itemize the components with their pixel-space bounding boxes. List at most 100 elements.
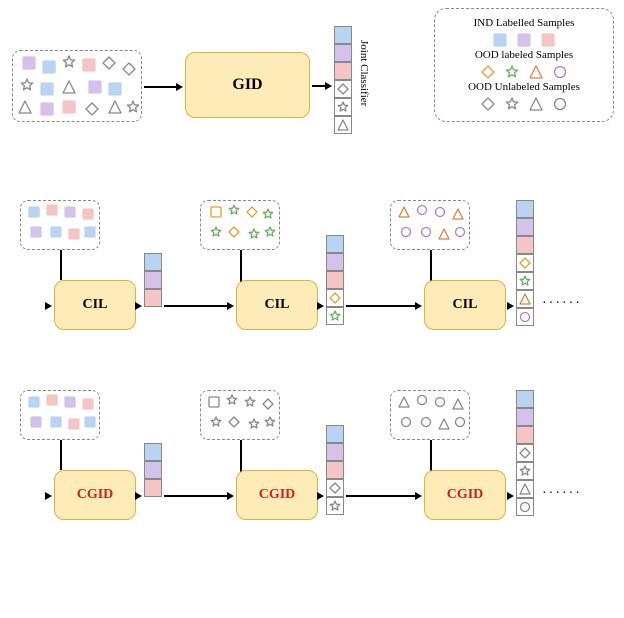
stack-cell — [334, 116, 352, 134]
arrow-head — [317, 302, 324, 310]
stack-cell — [516, 498, 534, 516]
sample-icon — [122, 62, 136, 76]
stack-cell — [516, 480, 534, 498]
stack-cell — [334, 26, 352, 44]
stack-cell — [144, 253, 162, 271]
stack-cell — [334, 98, 352, 116]
stack-cell — [144, 443, 162, 461]
stack-cell — [334, 44, 352, 62]
sample-icon — [50, 226, 62, 238]
sample-icon — [22, 56, 36, 70]
sample-icon — [84, 226, 96, 238]
arrow-head — [45, 302, 52, 310]
legend-icon — [529, 65, 543, 79]
sample-icon — [210, 206, 222, 218]
diagram-canvas: GIDJoint ClassifierIND Labelled SamplesO… — [0, 0, 624, 618]
sample-icon — [454, 416, 466, 428]
sample-icon — [50, 416, 62, 428]
arrow-head — [507, 492, 514, 500]
cgid-3: CGID — [424, 470, 506, 520]
stack-cell — [326, 271, 344, 289]
stack-cell — [144, 289, 162, 307]
sample-icon — [438, 228, 450, 240]
legend-title: IND Labelled Samples — [445, 17, 603, 29]
ellipsis: ······ — [542, 296, 582, 312]
stack-cell — [516, 444, 534, 462]
vline — [60, 250, 62, 280]
gid-box: GID — [185, 52, 310, 118]
arrow-head — [227, 492, 234, 500]
legend-row — [445, 97, 603, 111]
stack-cell — [516, 390, 534, 408]
sample-icon — [46, 204, 58, 216]
sample-icon — [46, 394, 58, 406]
arrow — [346, 495, 416, 497]
gid-classifier-stack — [334, 26, 352, 134]
sample-icon — [85, 102, 99, 116]
arrow-head — [317, 492, 324, 500]
sample-icon — [248, 418, 260, 430]
stack-cell — [326, 479, 344, 497]
sample-icon — [42, 60, 56, 74]
arrow-head — [507, 302, 514, 310]
arrow-head — [135, 302, 142, 310]
stack-cell — [516, 462, 534, 480]
arrow — [164, 305, 228, 307]
sample-icon — [264, 416, 276, 428]
cil-stack-2 — [326, 235, 344, 325]
sample-icon — [84, 416, 96, 428]
arrow-head — [45, 492, 52, 500]
arrow — [164, 495, 228, 497]
cil-2: CIL — [236, 280, 318, 330]
stack-cell — [326, 253, 344, 271]
stack-cell — [516, 236, 534, 254]
cgid-stack-1 — [144, 443, 162, 497]
sample-icon — [228, 204, 240, 216]
stack-cell — [144, 271, 162, 289]
sample-icon — [82, 398, 94, 410]
sample-icon — [208, 396, 220, 408]
sample-icon — [28, 396, 40, 408]
sample-icon — [420, 416, 432, 428]
sample-icon — [264, 226, 276, 238]
stack-cell — [326, 461, 344, 479]
legend-icon — [493, 33, 507, 47]
sample-icon — [88, 80, 102, 94]
arrow — [144, 86, 177, 88]
sample-icon — [62, 100, 76, 114]
sample-icon — [228, 226, 240, 238]
arrow — [312, 85, 326, 87]
sample-icon — [434, 396, 446, 408]
sample-icon — [398, 396, 410, 408]
sample-icon — [68, 418, 80, 430]
sample-icon — [82, 208, 94, 220]
stack-cell — [516, 254, 534, 272]
cil-1: CIL — [54, 280, 136, 330]
sample-icon — [108, 100, 122, 114]
sample-icon — [400, 226, 412, 238]
stack-cell — [516, 272, 534, 290]
stack-cell — [516, 308, 534, 326]
sample-icon — [262, 208, 274, 220]
legend-icon — [505, 97, 519, 111]
legend-icon — [553, 97, 567, 111]
sample-icon — [210, 226, 222, 238]
stack-cell — [516, 218, 534, 236]
sample-icon — [398, 206, 410, 218]
stack-cell — [326, 289, 344, 307]
sample-icon — [416, 204, 428, 216]
legend-icon — [505, 65, 519, 79]
stack-cell — [334, 62, 352, 80]
legend-icon — [481, 97, 495, 111]
cil-3: CIL — [424, 280, 506, 330]
sample-icon — [18, 100, 32, 114]
sample-icon — [228, 416, 240, 428]
legend-title: OOD Unlabeled Samples — [445, 81, 603, 93]
stack-cell — [516, 200, 534, 218]
sample-icon — [108, 82, 122, 96]
sample-icon — [64, 206, 76, 218]
arrow — [346, 305, 416, 307]
sample-icon — [30, 416, 42, 428]
sample-icon — [102, 56, 116, 70]
sample-icon — [40, 102, 54, 116]
